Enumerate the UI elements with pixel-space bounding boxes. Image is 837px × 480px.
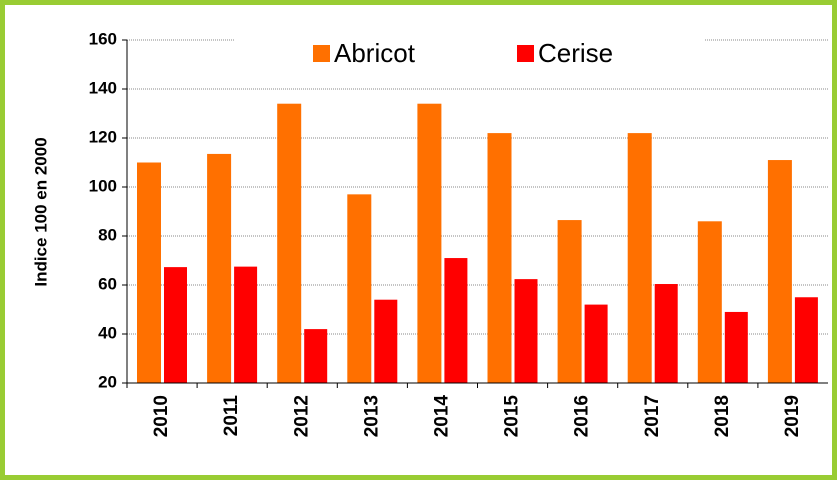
x-tick-label: 2018 — [712, 395, 733, 437]
y-tick-label: 140 — [89, 78, 117, 97]
y-axis-title: Indice 100 en 2000 — [31, 137, 50, 286]
bar — [347, 194, 372, 383]
bar — [374, 299, 398, 383]
bar — [654, 284, 678, 383]
y-tick-label: 80 — [98, 225, 117, 244]
y-tick-label: 160 — [89, 29, 117, 48]
x-tick-label: 2011 — [221, 395, 242, 437]
x-tick-label: 2014 — [431, 395, 452, 438]
bar — [794, 297, 818, 383]
x-tick-label: 2019 — [782, 395, 803, 437]
x-tick-label: 2016 — [572, 395, 593, 437]
bar — [234, 266, 258, 383]
bar — [627, 133, 652, 383]
x-tick-label: 2017 — [642, 395, 663, 437]
bar — [304, 329, 328, 383]
legend-background — [235, 28, 705, 72]
bar — [164, 267, 187, 383]
x-tick-label: 2010 — [151, 395, 172, 437]
bar — [417, 103, 442, 383]
x-tick-label: 2013 — [361, 395, 382, 437]
bars — [137, 103, 818, 383]
x-tick-label: 2012 — [291, 395, 312, 437]
bar — [767, 160, 792, 383]
bar — [444, 258, 468, 383]
bar — [487, 133, 512, 383]
legend-label: Abricot — [334, 38, 416, 68]
legend-label: Cerise — [538, 38, 613, 68]
bar — [697, 221, 722, 383]
bar — [137, 162, 161, 383]
bar — [584, 304, 608, 383]
bar — [557, 220, 582, 383]
y-tick-label: 120 — [89, 127, 117, 146]
bar — [724, 311, 748, 383]
y-tick-label: 20 — [98, 372, 117, 391]
bar — [207, 153, 232, 383]
y-tick-label: 60 — [98, 274, 117, 293]
x-tick-label: 2015 — [502, 395, 523, 438]
y-tick-label: 40 — [98, 323, 117, 342]
legend-swatch — [517, 45, 534, 62]
bar — [277, 103, 302, 383]
legend-swatch — [313, 45, 330, 62]
bar — [514, 279, 538, 383]
y-tick-label: 100 — [89, 176, 117, 195]
